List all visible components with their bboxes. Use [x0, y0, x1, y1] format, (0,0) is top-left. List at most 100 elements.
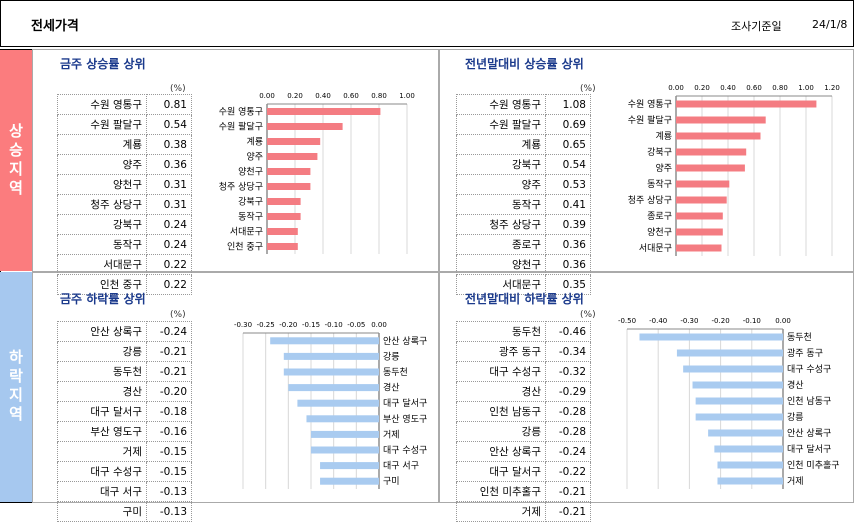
table-row: 동두천 -0.46: [456, 321, 591, 342]
change-value: -0.21: [146, 341, 192, 362]
category-label: 구미: [383, 476, 400, 487]
change-value: 0.31: [146, 174, 192, 195]
tick-label: -0.10: [743, 317, 761, 325]
table-row: 수원 영통구 0.81: [57, 94, 192, 115]
tick-label: 0.20: [694, 84, 710, 92]
table-row: 인천 남동구 -0.28: [456, 401, 591, 422]
change-value: 0.69: [545, 114, 591, 135]
category-label: 인천 미추홀구: [787, 459, 840, 471]
tick-label: 0.00: [668, 84, 684, 92]
region-name: 양주: [456, 174, 546, 195]
panel-title: 전년말대비 상승률 상위: [465, 57, 584, 71]
region-name: 수원 팔달구: [456, 114, 546, 135]
bar: [708, 429, 783, 437]
tick-label: 0.00: [775, 317, 791, 325]
header-bar: 전세가격 조사기준일 24/1/8: [0, 0, 854, 47]
region-name: 거제: [57, 441, 147, 462]
category-label: 양주: [246, 152, 263, 163]
bar: [695, 397, 783, 405]
region-name: 구미: [57, 501, 147, 522]
tick-label: 0.00: [259, 92, 275, 100]
table-row: 청주 상당구 0.39: [456, 214, 591, 235]
region-name: 광주 동구: [456, 341, 546, 362]
table-row: 강릉 -0.21: [57, 341, 192, 362]
table-row: 동작구 0.41: [456, 194, 591, 215]
region-name: 수원 팔달구: [57, 114, 147, 135]
table-row: 경산 -0.20: [57, 381, 192, 402]
category-label: 거제: [383, 429, 400, 440]
category-label: 대구 서구: [383, 461, 419, 472]
table-row: 대구 달서구 -0.18: [57, 401, 192, 422]
bar-chart: -0.30 -0.25 -0.20 -0.15 -0.10 -0.05 0.00 안산 상록구…: [234, 321, 427, 489]
change-value: -0.16: [146, 421, 192, 442]
bar: [695, 413, 783, 421]
bar: [676, 212, 723, 220]
bar: [714, 445, 783, 453]
table-row: 서대문구 0.35: [456, 274, 591, 295]
category-label: 계룡: [246, 136, 263, 148]
change-value: -0.24: [146, 321, 192, 342]
bar: [267, 228, 298, 235]
region-name: 거제: [456, 501, 546, 522]
region-name: 인천 남동구: [456, 401, 546, 422]
change-value: 0.36: [545, 234, 591, 255]
tick-label: -0.15: [302, 321, 320, 329]
change-value: -0.28: [545, 401, 591, 422]
tick-label: -0.20: [712, 317, 730, 325]
region-name: 동작구: [57, 234, 147, 255]
bar: [270, 337, 379, 345]
region-name: 청주 상당구: [456, 214, 546, 235]
category-label: 서대문구: [230, 227, 263, 238]
bar: [676, 196, 727, 204]
category-label: 안산 상록구: [787, 428, 831, 439]
change-value: 0.36: [545, 254, 591, 275]
region-name: 동두천: [456, 321, 546, 342]
region-name: 강북구: [456, 154, 546, 175]
region-name: 동두천: [57, 361, 147, 382]
bar: [267, 198, 301, 205]
table-row: 수원 팔달구 0.69: [456, 114, 591, 135]
category-label: 수원 영통구: [628, 99, 672, 110]
bar: [676, 244, 722, 252]
bar: [320, 477, 379, 485]
change-value: -0.22: [545, 461, 591, 482]
change-value: -0.29: [545, 381, 591, 402]
bar: [288, 384, 379, 392]
region-name: 계룡: [456, 134, 546, 155]
tick-label: 0.40: [720, 84, 736, 92]
region-name: 계룡: [57, 134, 147, 155]
change-value: 0.54: [545, 154, 591, 175]
change-value: 0.81: [146, 94, 192, 115]
bar: [311, 446, 379, 454]
table-row: 경산 -0.29: [456, 381, 591, 402]
tick-label: 0.20: [287, 92, 303, 100]
table-row: 계룡 0.38: [57, 134, 192, 155]
change-value: -0.13: [146, 481, 192, 502]
category-label: 광주 동구: [787, 347, 823, 359]
tick-label: 0.80: [772, 84, 788, 92]
change-value: -0.15: [146, 461, 192, 482]
category-label: 수원 팔달구: [628, 114, 672, 126]
category-label: 거제: [787, 476, 804, 487]
change-value: 0.41: [545, 194, 591, 215]
panel-title: 금주 하락률 상위: [60, 292, 146, 306]
change-value: 1.08: [545, 94, 591, 115]
category-label: 강릉: [787, 412, 804, 423]
category-label: 청주 상당구: [219, 182, 263, 193]
table-row: 양천구 0.36: [456, 254, 591, 275]
tick-label: -0.30: [680, 317, 698, 325]
category-label: 수원 팔달구: [219, 121, 263, 133]
tick-label: -0.20: [279, 321, 297, 329]
bar: [320, 462, 379, 470]
bar: [267, 243, 298, 250]
bar: [683, 365, 783, 373]
table-row: 강북구 0.54: [456, 154, 591, 175]
table-row: 안산 상록구 -0.24: [57, 321, 192, 342]
region-name: 인천 중구: [57, 274, 147, 295]
tick-label: 1.00: [399, 92, 415, 100]
unit-label: (%): [580, 310, 596, 320]
change-value: -0.21: [146, 361, 192, 382]
change-value: -0.34: [545, 341, 591, 362]
bar: [676, 228, 723, 236]
